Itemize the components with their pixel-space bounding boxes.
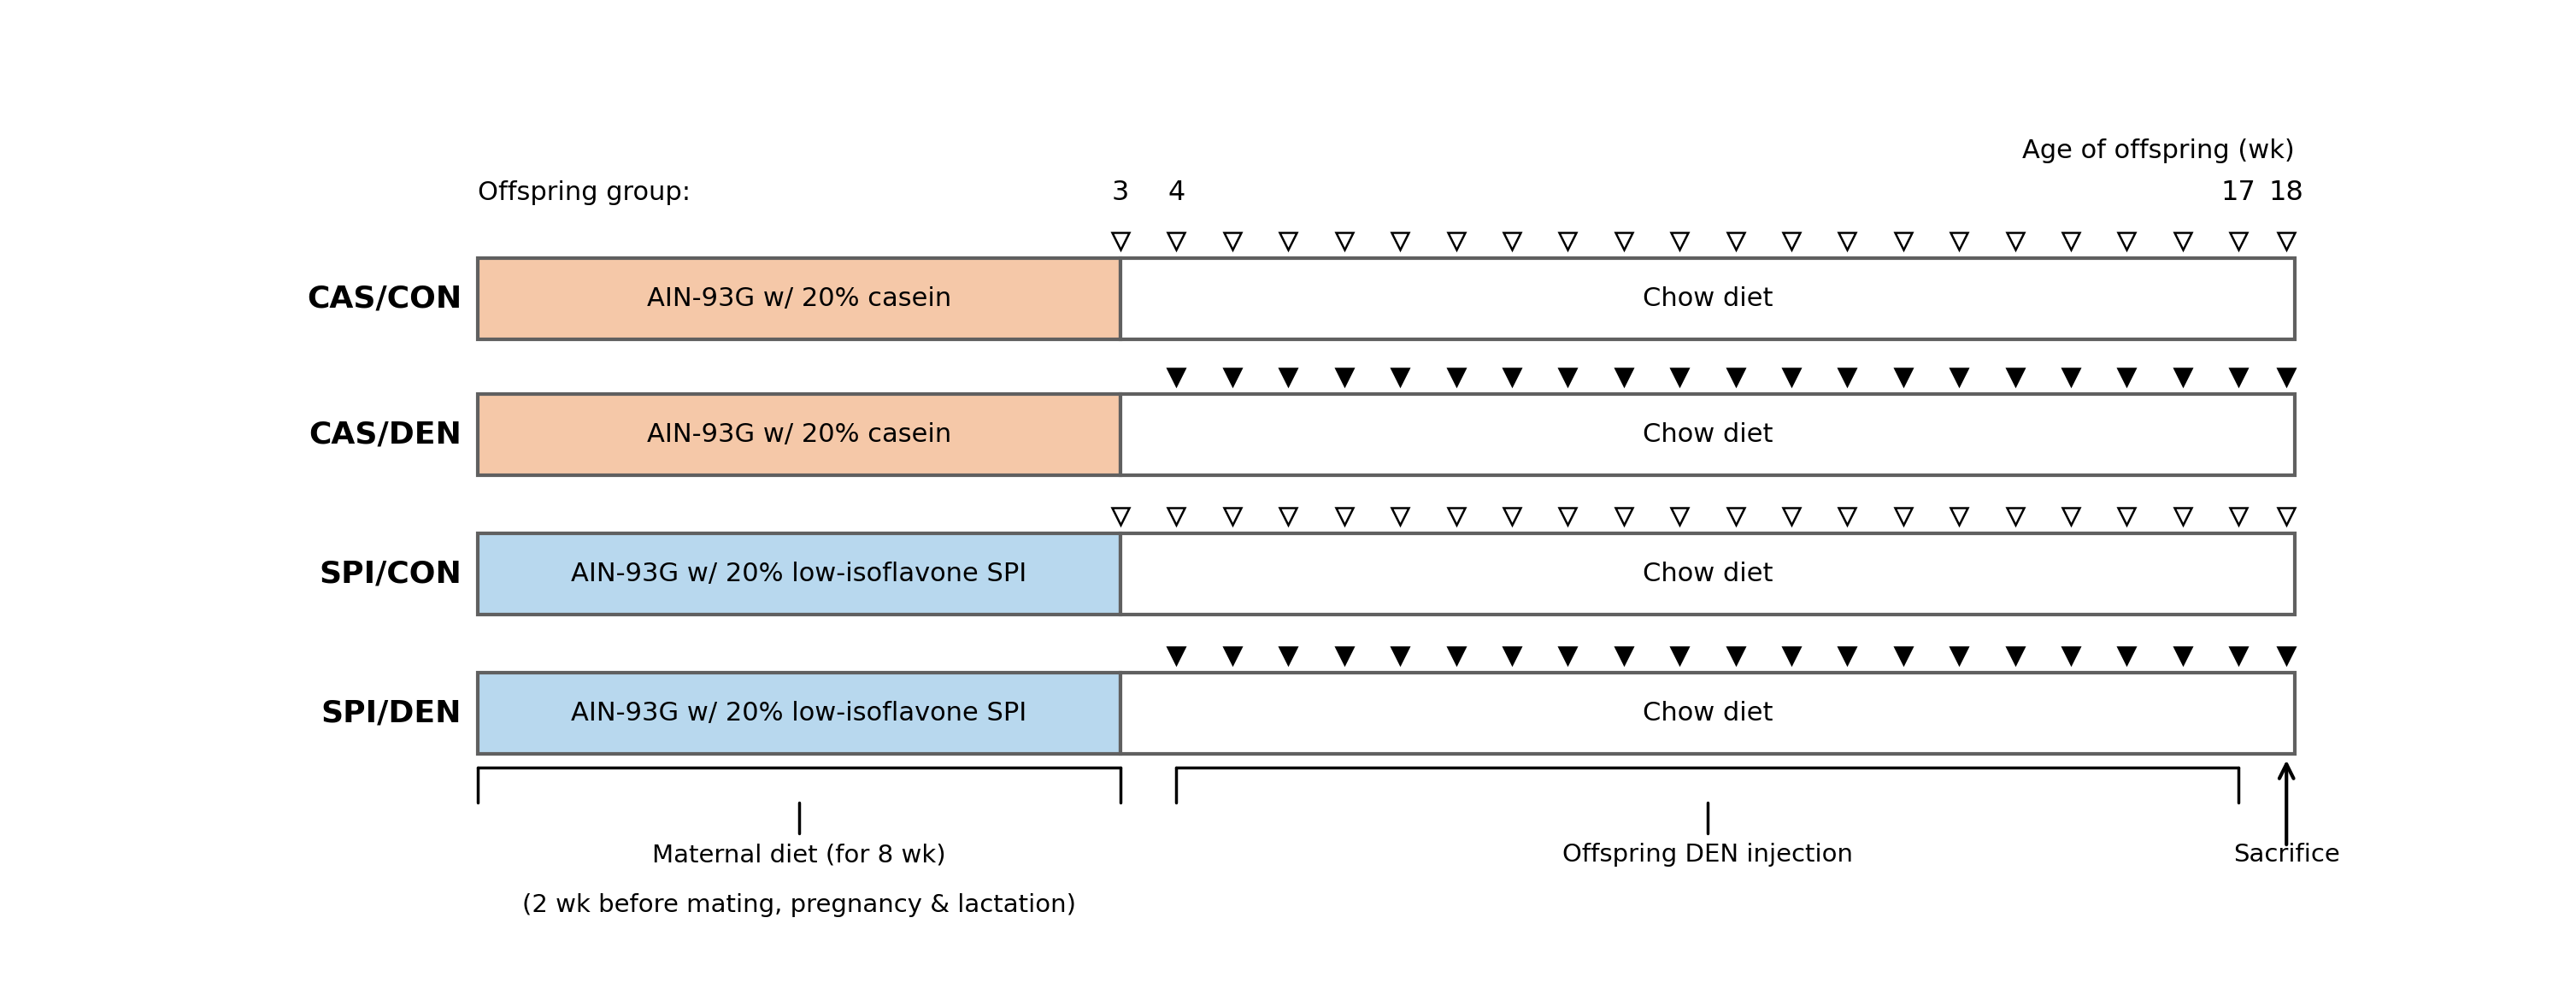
Text: Sacrifice: Sacrifice bbox=[2233, 843, 2339, 867]
Text: Offspring group:: Offspring group: bbox=[477, 181, 690, 205]
Text: 18: 18 bbox=[2269, 180, 2303, 206]
Bar bbox=[477, 259, 1121, 340]
Text: (2 wk before mating, pregnancy & lactation): (2 wk before mating, pregnancy & lactati… bbox=[523, 893, 1077, 917]
Text: Chow diet: Chow diet bbox=[1643, 287, 1772, 311]
Text: Chow diet: Chow diet bbox=[1643, 701, 1772, 725]
Text: AIN-93G w/ 20% low-isoflavone SPI: AIN-93G w/ 20% low-isoflavone SPI bbox=[572, 561, 1028, 586]
Text: SPI/CON: SPI/CON bbox=[319, 559, 461, 589]
Bar bbox=[1121, 393, 2295, 475]
Text: Chow diet: Chow diet bbox=[1643, 423, 1772, 447]
Bar bbox=[1121, 259, 2295, 340]
Text: SPI/DEN: SPI/DEN bbox=[322, 699, 461, 727]
Text: Age of offspring (wk): Age of offspring (wk) bbox=[2022, 138, 2295, 163]
Bar bbox=[477, 673, 1121, 753]
Text: CAS/CON: CAS/CON bbox=[307, 285, 461, 314]
Bar bbox=[1121, 533, 2295, 615]
Text: Offspring DEN injection: Offspring DEN injection bbox=[1561, 843, 1852, 867]
Text: Chow diet: Chow diet bbox=[1643, 561, 1772, 586]
Text: AIN-93G w/ 20% casein: AIN-93G w/ 20% casein bbox=[647, 287, 951, 311]
Bar bbox=[477, 533, 1121, 615]
Text: CAS/DEN: CAS/DEN bbox=[309, 420, 461, 449]
Bar bbox=[477, 393, 1121, 475]
Text: 4: 4 bbox=[1167, 180, 1185, 206]
Text: AIN-93G w/ 20% casein: AIN-93G w/ 20% casein bbox=[647, 423, 951, 447]
Text: 3: 3 bbox=[1113, 180, 1128, 206]
Text: AIN-93G w/ 20% low-isoflavone SPI: AIN-93G w/ 20% low-isoflavone SPI bbox=[572, 701, 1028, 725]
Text: 17: 17 bbox=[2221, 180, 2257, 206]
Bar bbox=[1121, 673, 2295, 753]
Text: Maternal diet (for 8 wk): Maternal diet (for 8 wk) bbox=[652, 843, 945, 867]
